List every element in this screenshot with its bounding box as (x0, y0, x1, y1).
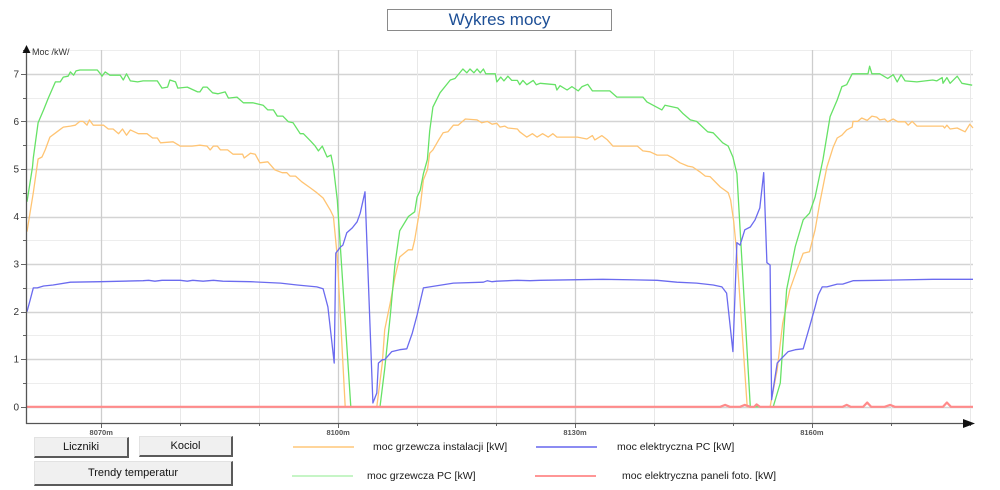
liczniki-button[interactable]: Liczniki (34, 437, 129, 458)
x-tick-label: 8070m (90, 428, 114, 437)
y-tick-label: 6 (13, 117, 19, 128)
legend-swatch-grzewcza-pc (292, 475, 353, 477)
y-tick-label: 0 (13, 402, 19, 413)
series-line-2 (26, 172, 973, 404)
legend-swatch-panele-foto (535, 475, 596, 477)
y-tick-label: 7 (13, 69, 19, 80)
kociol-button[interactable]: Kociol (139, 436, 233, 457)
x-tick-label: 8100m (326, 428, 350, 437)
y-tick-label: 4 (13, 212, 19, 223)
y-axis-label: Moc /kW/ (32, 47, 70, 57)
series-line-1 (26, 65, 973, 408)
legend-label-grzewcza-pc: moc grzewcza PC [kW] (367, 470, 476, 482)
trendy-temperatur-button[interactable]: Trendy temperatur (34, 461, 233, 486)
y-tick-label: 3 (13, 260, 19, 271)
series-line-3 (27, 401, 973, 408)
y-axis-arrow-icon (22, 45, 31, 53)
series-line-0 (26, 115, 974, 408)
series-lines (26, 65, 974, 408)
x-tick-label: 8160m (800, 428, 824, 437)
chart-title: Wykres mocy (387, 9, 612, 31)
power-chart: 0 1 2 3 4 5 6 7 8070m 8100m 8130m 8160m Moc /kW/ (13, 45, 975, 437)
y-tick-label: 2 (13, 307, 19, 318)
legend-label-instalacja: moc grzewcza instalacji [kW] (373, 441, 508, 453)
x-tick-label: 8130m (563, 428, 587, 437)
legend-swatch-elektryczna-pc (536, 446, 597, 448)
y-tick-label: 1 (13, 355, 19, 366)
legend-label-panele-foto: moc elektryczna paneli foto. [kW] (622, 470, 777, 482)
legend-label-elektryczna-pc: moc elektryczna PC [kW] (617, 441, 735, 453)
x-axis-arrow-icon (963, 419, 975, 428)
y-tick-label: 5 (13, 164, 19, 175)
legend-swatch-instalacja (293, 446, 354, 448)
gridlines (27, 50, 973, 423)
